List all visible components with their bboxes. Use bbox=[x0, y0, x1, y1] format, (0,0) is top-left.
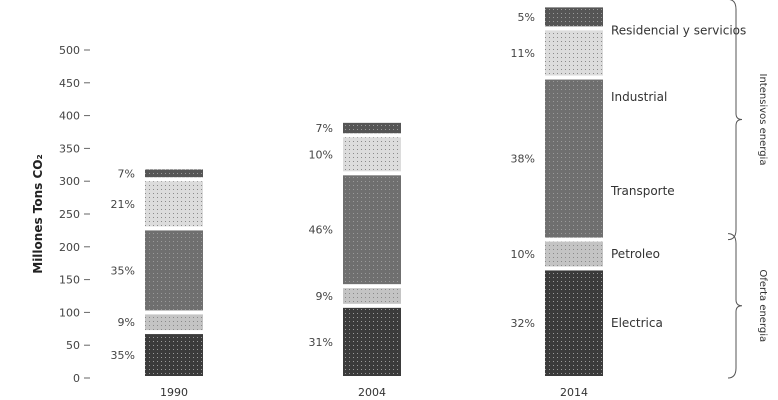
bar-segment-residencial-y-servicios bbox=[145, 181, 203, 227]
y-tick-label: 450 bbox=[59, 77, 80, 90]
bar-segment-industrial bbox=[343, 175, 401, 285]
series-label: Industrial bbox=[611, 90, 667, 104]
y-tick-label: 200 bbox=[59, 241, 80, 254]
data-label: 7% bbox=[316, 122, 333, 135]
bar-segment-residencial-y-servicios bbox=[343, 137, 401, 172]
bar-segment-agricultura-n-s- bbox=[545, 7, 603, 27]
y-tick-label: 100 bbox=[59, 306, 80, 319]
series-label: Residencial y servicios bbox=[611, 23, 746, 37]
data-label: 21% bbox=[111, 198, 135, 211]
bar-segment-electrica bbox=[343, 307, 401, 376]
data-label: 9% bbox=[118, 316, 135, 329]
data-label: 11% bbox=[511, 47, 535, 60]
y-tick-label: 350 bbox=[59, 142, 80, 155]
bar-segment-petroleo bbox=[145, 314, 203, 331]
y-tick-label: 250 bbox=[59, 208, 80, 221]
y-tick-label: 400 bbox=[59, 110, 80, 123]
y-tick-label: 50 bbox=[66, 339, 80, 352]
data-label: 10% bbox=[511, 248, 535, 261]
brace-intensivos bbox=[727, 0, 743, 241]
x-tick-label: 2014 bbox=[560, 386, 588, 399]
y-tick-label: 300 bbox=[59, 175, 80, 188]
series-label: Transporte bbox=[610, 184, 675, 198]
bar-segment-petroleo bbox=[545, 241, 603, 267]
data-label: 10% bbox=[309, 148, 333, 161]
y-tick-label: 0 bbox=[73, 372, 80, 385]
x-tick-label: 2004 bbox=[358, 386, 386, 399]
y-tick-label: 500 bbox=[59, 44, 80, 57]
series-label: Petroleo bbox=[611, 247, 660, 261]
bar-segment-electrica bbox=[545, 270, 603, 376]
data-label: 9% bbox=[316, 290, 333, 303]
data-label: 38% bbox=[511, 153, 535, 166]
bar-segment-agricultura-n-s- bbox=[343, 122, 401, 134]
data-label: 31% bbox=[309, 336, 333, 349]
bar-segment-industrial bbox=[545, 79, 603, 238]
group-label: Intensivos energia bbox=[757, 74, 768, 166]
series-label: Electrica bbox=[611, 316, 663, 330]
bar-segment-agricultura-n-s- bbox=[145, 169, 203, 178]
data-label: 32% bbox=[511, 317, 535, 330]
group-label: Oferta energia bbox=[757, 269, 768, 342]
data-label: 35% bbox=[111, 264, 135, 277]
y-axis-label: Millones Tons CO₂ bbox=[31, 154, 45, 274]
brace-oferta bbox=[727, 233, 743, 379]
data-label: 5% bbox=[518, 11, 535, 24]
data-label: 7% bbox=[118, 167, 135, 180]
bar-segment-residencial-y-servicios bbox=[545, 30, 603, 76]
bar-segment-industrial bbox=[145, 230, 203, 311]
y-tick-label: 150 bbox=[59, 274, 80, 287]
bar-segment-petroleo bbox=[343, 288, 401, 304]
data-label: 35% bbox=[111, 349, 135, 362]
data-label: 46% bbox=[309, 224, 333, 237]
x-tick-label: 1990 bbox=[160, 386, 188, 399]
bar-segment-electrica bbox=[145, 334, 203, 376]
